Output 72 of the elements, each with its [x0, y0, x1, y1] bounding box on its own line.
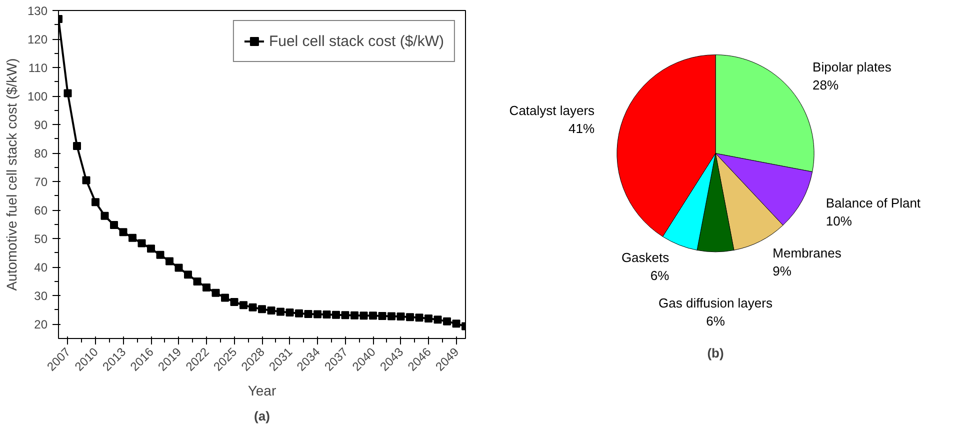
point	[110, 220, 118, 229]
point	[388, 312, 396, 320]
point	[258, 305, 266, 314]
point	[138, 239, 146, 248]
data-label: 28%	[812, 77, 840, 92]
data-label: 41%	[568, 120, 595, 136]
slice-label: Gaskets	[621, 250, 670, 265]
point	[452, 320, 460, 328]
y-tick-label: 30	[34, 289, 48, 304]
slice-label: Membranes	[772, 245, 842, 260]
point	[248, 303, 257, 312]
point	[128, 234, 136, 242]
point	[332, 310, 340, 319]
point	[443, 317, 451, 326]
point	[295, 309, 303, 318]
slice-label: Bipolar plates	[812, 59, 892, 74]
point	[221, 294, 229, 302]
point	[415, 314, 424, 322]
point	[434, 316, 442, 324]
slice-label: Gas diffusion layers	[658, 296, 773, 311]
data-label: 9%	[772, 263, 792, 278]
y-tick-label: 120	[27, 32, 48, 47]
point	[276, 308, 284, 316]
point	[240, 301, 248, 310]
point	[350, 311, 358, 320]
point	[156, 250, 164, 259]
point	[64, 89, 72, 98]
point	[119, 228, 128, 236]
point	[100, 212, 109, 220]
y-tick-label: 130	[27, 4, 48, 18]
y-tick-label: 60	[34, 204, 48, 218]
point	[166, 257, 174, 266]
point	[147, 244, 155, 253]
data-label: 6%	[706, 314, 726, 329]
point	[378, 312, 386, 320]
data-label: 6%	[650, 268, 670, 283]
point	[212, 288, 220, 297]
point	[193, 277, 202, 286]
point	[424, 314, 432, 323]
point	[360, 312, 368, 320]
y-tick-label: 70	[34, 175, 48, 190]
text: (b)	[707, 346, 724, 360]
point	[267, 306, 276, 315]
point	[73, 142, 81, 150]
point	[230, 298, 238, 306]
point	[369, 312, 377, 320]
y-axis-title: Automotive fuel cell stack cost ($/kW)	[3, 58, 20, 291]
point	[396, 312, 405, 321]
point	[341, 311, 350, 320]
y-tick-label: 100	[27, 90, 48, 104]
point	[314, 310, 322, 318]
point	[184, 270, 192, 279]
point	[286, 308, 294, 317]
point	[174, 264, 183, 272]
y-tick-label: 20	[34, 318, 48, 332]
point	[304, 310, 312, 318]
point	[82, 176, 90, 184]
slice-label: Balance of Plant	[826, 195, 921, 210]
y-tick-label: 110	[28, 61, 48, 76]
point	[406, 313, 414, 322]
point	[92, 198, 100, 206]
point	[202, 283, 210, 292]
data-label: 10%	[826, 213, 852, 228]
point	[322, 310, 331, 319]
slice-label: Catalyst layers	[509, 102, 596, 118]
legend-label: Fuel cell stack cost ($/kW)	[268, 32, 444, 50]
y-tick-label: 40	[34, 260, 48, 275]
text: (a)	[254, 408, 270, 424]
y-tick-label: 50	[34, 232, 48, 246]
y-tick-label: 90	[34, 118, 48, 132]
y-tick-label: 80	[34, 146, 48, 161]
x-axis-title: Year	[248, 382, 276, 399]
